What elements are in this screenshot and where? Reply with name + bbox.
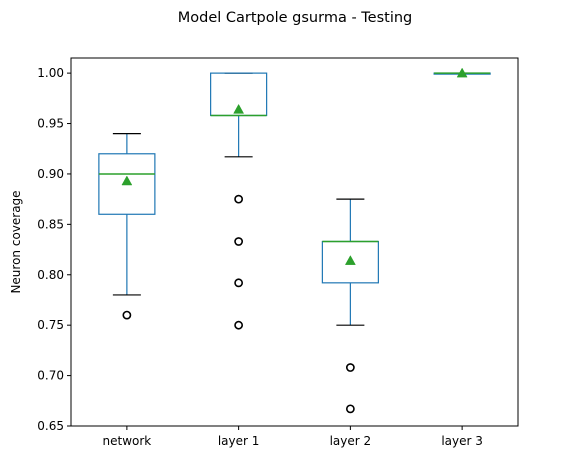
mean-marker xyxy=(456,67,468,78)
plot-area: 0.65 0.70 0.75 0.80 0.85 0.90 0.95 1.00 network l… xyxy=(37,66,491,448)
mean-marker xyxy=(233,103,245,114)
y-tick-label: 1.00 xyxy=(37,66,64,80)
y-tick-label: 0.90 xyxy=(37,167,64,181)
x-tick-label: layer 2 xyxy=(330,434,372,448)
outlier-point xyxy=(234,320,244,330)
x-tick-label: layer 1 xyxy=(218,434,260,448)
y-tick-label: 0.65 xyxy=(37,419,64,433)
y-tick-label: 0.70 xyxy=(37,369,64,383)
y-tick-label: 0.75 xyxy=(37,318,64,332)
x-tick-label: layer 3 xyxy=(441,434,483,448)
outlier-point xyxy=(234,237,244,246)
y-axis-label: Neuron coverage xyxy=(9,190,23,293)
plot-frame xyxy=(70,57,519,427)
outlier-point xyxy=(345,404,355,414)
mean-marker xyxy=(121,175,133,186)
y-tick-label: 0.85 xyxy=(37,217,64,231)
outlier-point xyxy=(122,310,132,320)
outlier-point xyxy=(234,194,244,204)
outlier-point xyxy=(234,278,244,288)
y-tick-label: 0.95 xyxy=(37,117,64,131)
box-body xyxy=(98,153,156,215)
y-tick-label: 0.80 xyxy=(37,268,64,282)
mean-marker xyxy=(344,255,356,265)
chart-title: Model Cartpole gsurma - Testing xyxy=(178,10,413,26)
outlier-point xyxy=(345,363,355,372)
x-tick-label: network xyxy=(103,434,152,448)
